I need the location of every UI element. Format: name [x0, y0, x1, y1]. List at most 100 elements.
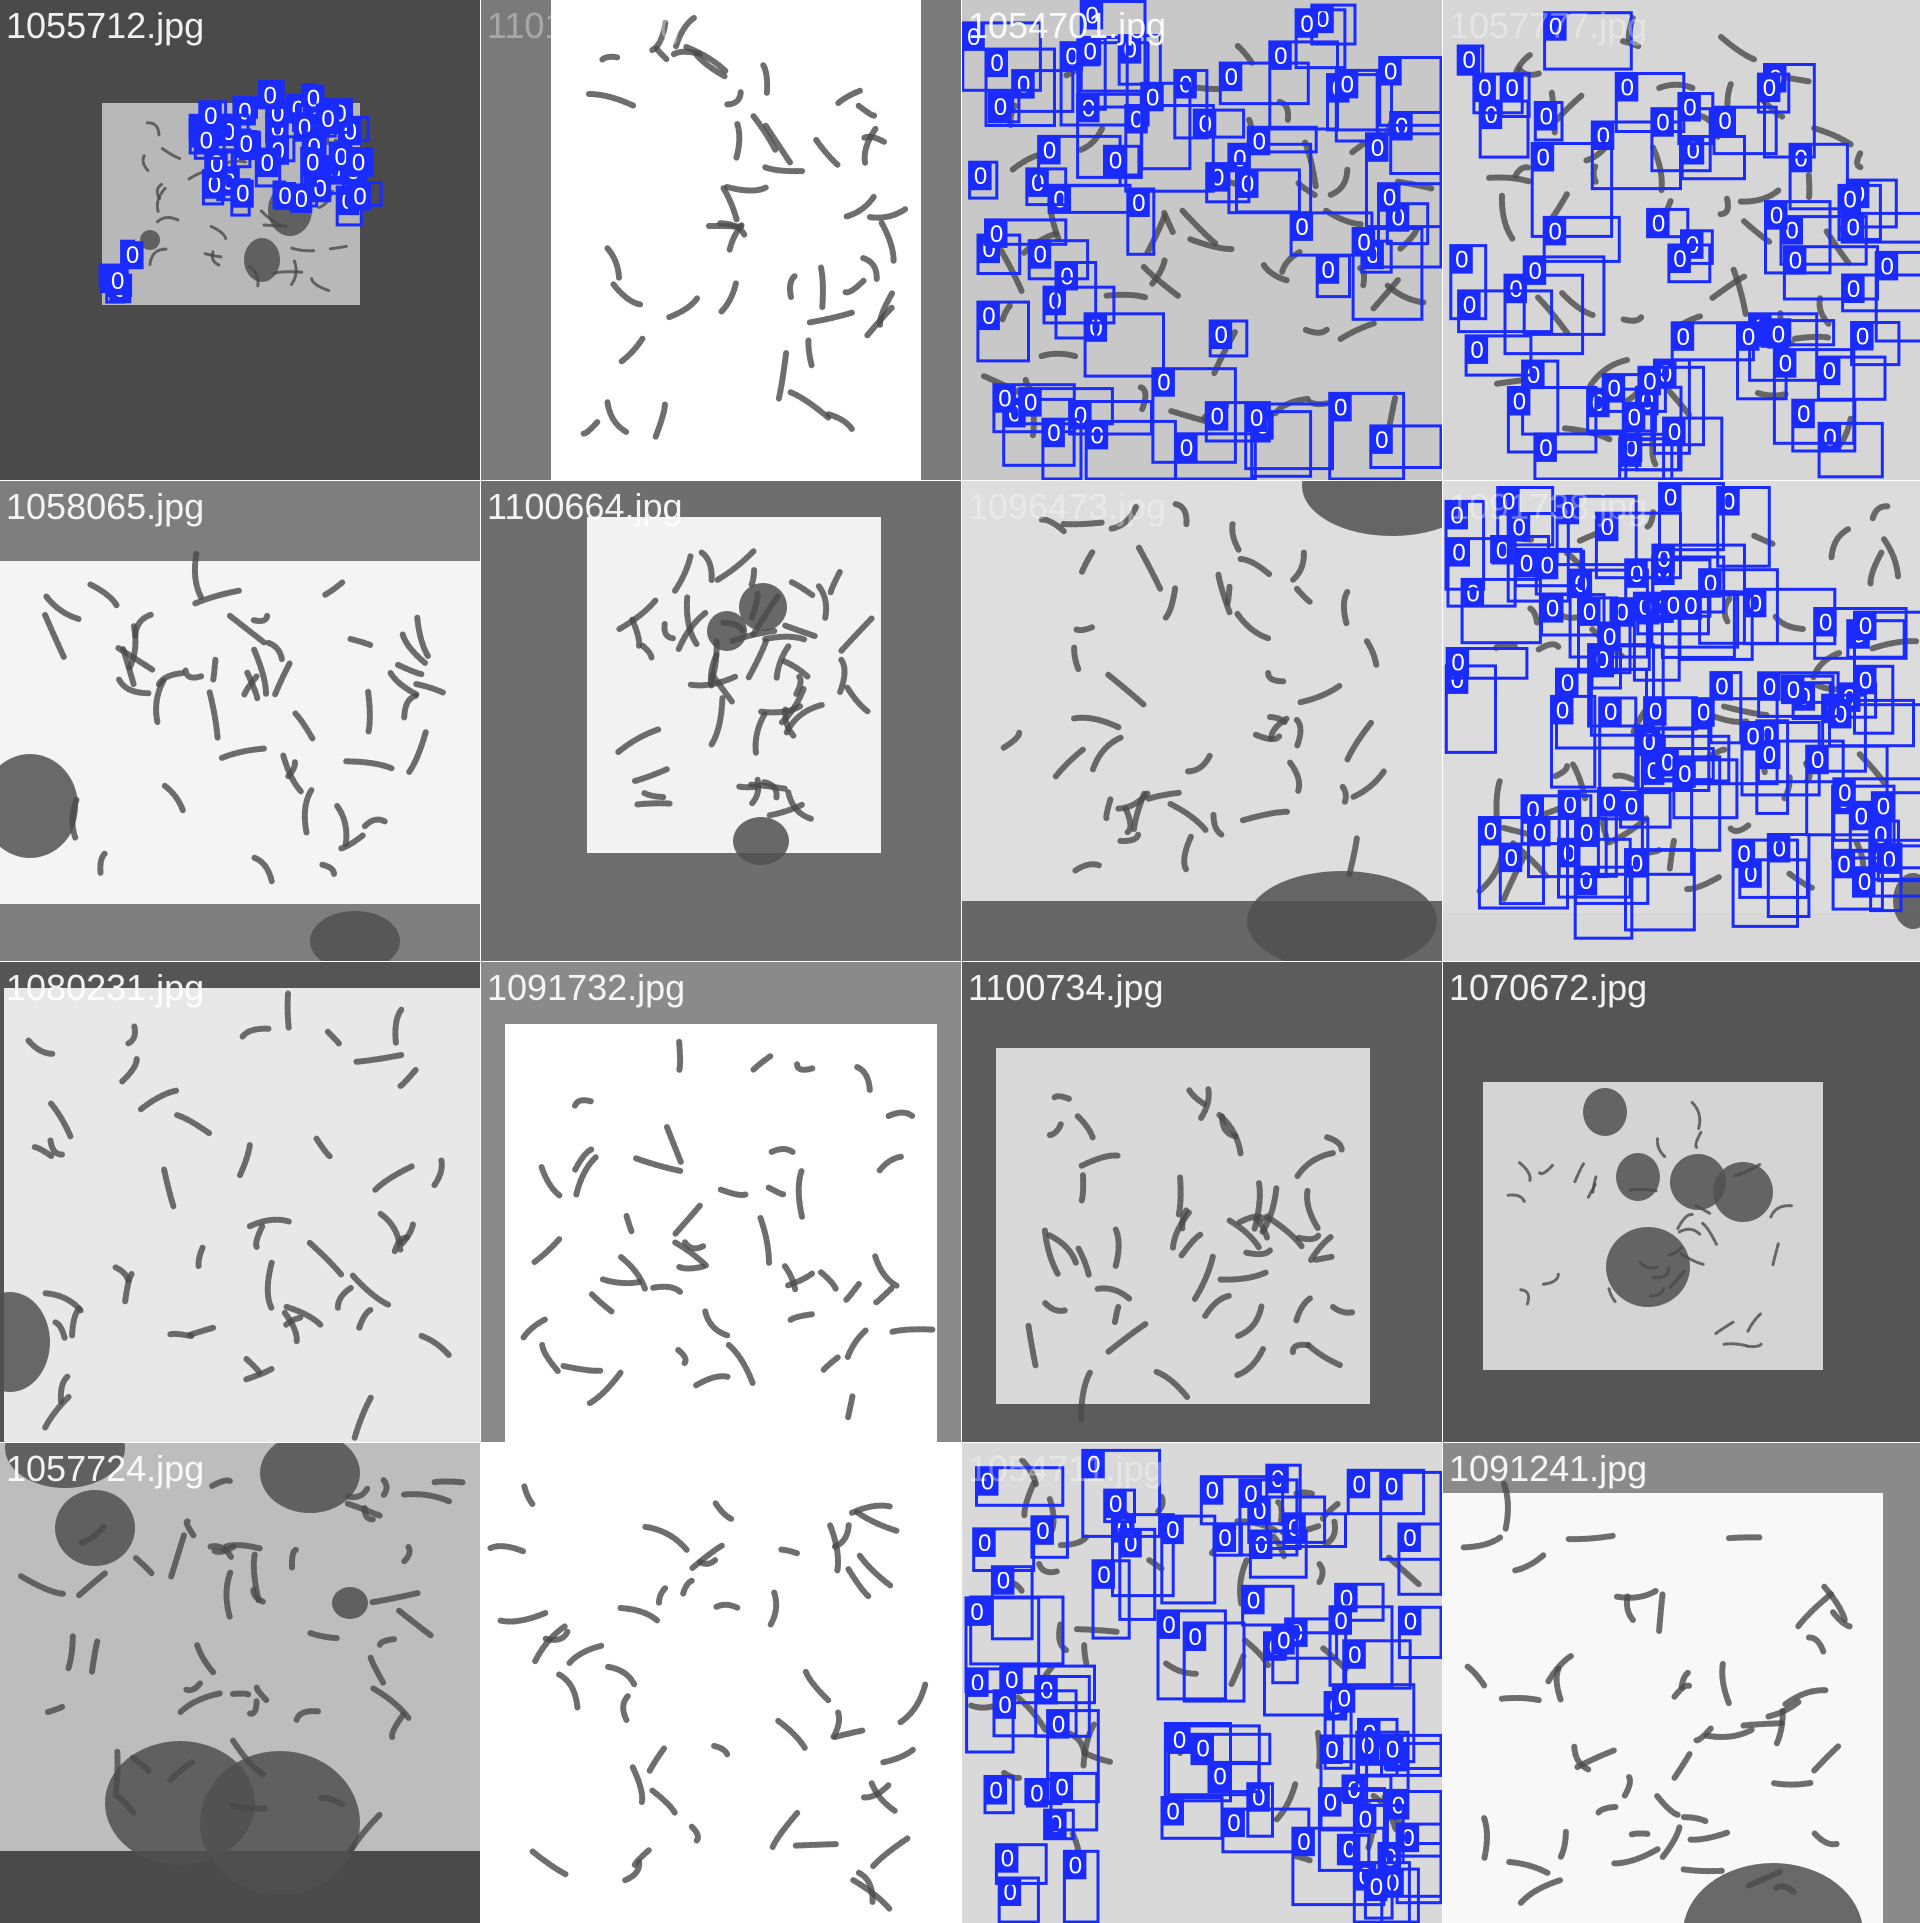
filename-label: 1054711.jpg [968, 1449, 1164, 1489]
microscopy-image [1443, 1443, 1920, 1923]
chromosome [1484, 1817, 1487, 1858]
class-label: 0 [1580, 868, 1593, 895]
class-label: 0 [1451, 650, 1464, 677]
chromosome [637, 803, 669, 804]
chromosome [727, 187, 766, 191]
chromosome [1344, 592, 1347, 623]
class-label: 0 [1789, 248, 1802, 275]
chromosome [1795, 337, 1828, 339]
class-label: 0 [261, 150, 274, 177]
class-label: 0 [1215, 322, 1228, 349]
class-label: 0 [1546, 596, 1559, 623]
class-label: 0 [1561, 670, 1574, 697]
class-label: 0 [1484, 819, 1497, 846]
image-tile: 1100664.jpg [481, 481, 961, 961]
class-label: 0 [1173, 1727, 1186, 1754]
class-label: 0 [1697, 700, 1710, 727]
class-label: 0 [1225, 64, 1238, 91]
class-label: 0 [1856, 324, 1869, 351]
slide-background [962, 481, 1442, 901]
chromosome [1075, 1629, 1116, 1632]
chromosome [1758, 393, 1787, 396]
class-label: 0 [1325, 1737, 1338, 1764]
class-label: 0 [1091, 422, 1104, 449]
detection-box: 0 [259, 81, 283, 109]
chromosome [1082, 1175, 1083, 1200]
chromosome [674, 52, 700, 54]
class-label: 0 [1664, 485, 1677, 512]
class-label: 0 [1847, 214, 1860, 241]
class-label: 0 [264, 82, 277, 109]
class-label: 0 [210, 151, 223, 178]
class-label: 0 [1556, 697, 1569, 724]
microscopy-image [481, 962, 961, 1442]
class-label: 0 [1036, 1518, 1049, 1545]
microscopy-image [481, 0, 961, 480]
slide-background [1483, 1082, 1823, 1370]
class-label: 0 [1244, 1481, 1257, 1508]
chromosome [233, 1694, 248, 1695]
chromosome [116, 1752, 118, 1795]
chromosome [264, 225, 286, 226]
class-label: 0 [295, 186, 308, 213]
chromosome [893, 1329, 933, 1331]
class-label: 0 [1463, 47, 1476, 74]
class-label: 0 [1683, 95, 1696, 122]
chromosome [1316, 1257, 1333, 1260]
class-label: 0 [1470, 337, 1483, 364]
class-label: 0 [1386, 1736, 1399, 1763]
class-label: 0 [1055, 1774, 1068, 1801]
class-label: 0 [1643, 729, 1656, 756]
chromosome [1179, 1178, 1181, 1215]
class-label: 0 [204, 103, 217, 130]
image-tile: 1057724.jpg [0, 1443, 480, 1923]
class-label: 0 [970, 1599, 983, 1626]
microscopy-image [962, 481, 1442, 961]
class-label: 0 [1529, 258, 1542, 285]
class-label: 0 [1533, 819, 1546, 846]
class-label: 0 [1034, 242, 1047, 269]
class-label: 0 [1452, 540, 1465, 567]
class-label: 0 [1513, 389, 1526, 416]
chromosome [889, 1113, 913, 1116]
class-label: 0 [1718, 108, 1731, 135]
class-label: 0 [1334, 394, 1347, 421]
chromosome [1744, 1723, 1782, 1725]
class-label: 0 [335, 144, 348, 171]
class-label: 0 [1359, 1806, 1372, 1833]
class-label: 0 [1797, 401, 1810, 428]
class-label: 0 [1580, 820, 1593, 847]
chromosome [1084, 1645, 1086, 1663]
class-label: 0 [1024, 390, 1037, 417]
chromosome [435, 1481, 464, 1482]
filename-label: 1101163.jpg [487, 6, 680, 46]
class-label: 0 [111, 268, 124, 295]
class-label: 0 [1505, 845, 1518, 872]
filename-label: 1050302_1.jpg [487, 1449, 725, 1489]
class-label: 0 [1649, 699, 1662, 726]
class-label: 0 [1371, 135, 1384, 162]
class-label: 0 [1779, 351, 1792, 378]
image-tile: 1101163.jpg [481, 0, 961, 480]
class-label: 0 [1843, 186, 1856, 213]
class-label: 0 [1348, 1642, 1361, 1669]
chromosome [770, 1149, 792, 1153]
cell-nucleus [1616, 1153, 1660, 1201]
class-label: 0 [1227, 1810, 1240, 1837]
chromosome [602, 57, 617, 60]
class-label: 0 [1819, 610, 1832, 637]
class-label: 0 [1109, 1491, 1122, 1518]
class-label: 0 [1297, 1829, 1310, 1856]
chromosome [1343, 787, 1346, 802]
image-tile: 0000000000000000000000000000000000000000… [0, 0, 480, 480]
class-label: 0 [990, 50, 1003, 77]
class-label: 0 [321, 106, 334, 133]
chromosome [368, 692, 370, 732]
image-tile: 1100734.jpg [962, 962, 1442, 1442]
chromosome [1055, 1096, 1069, 1099]
class-label: 0 [240, 131, 253, 158]
